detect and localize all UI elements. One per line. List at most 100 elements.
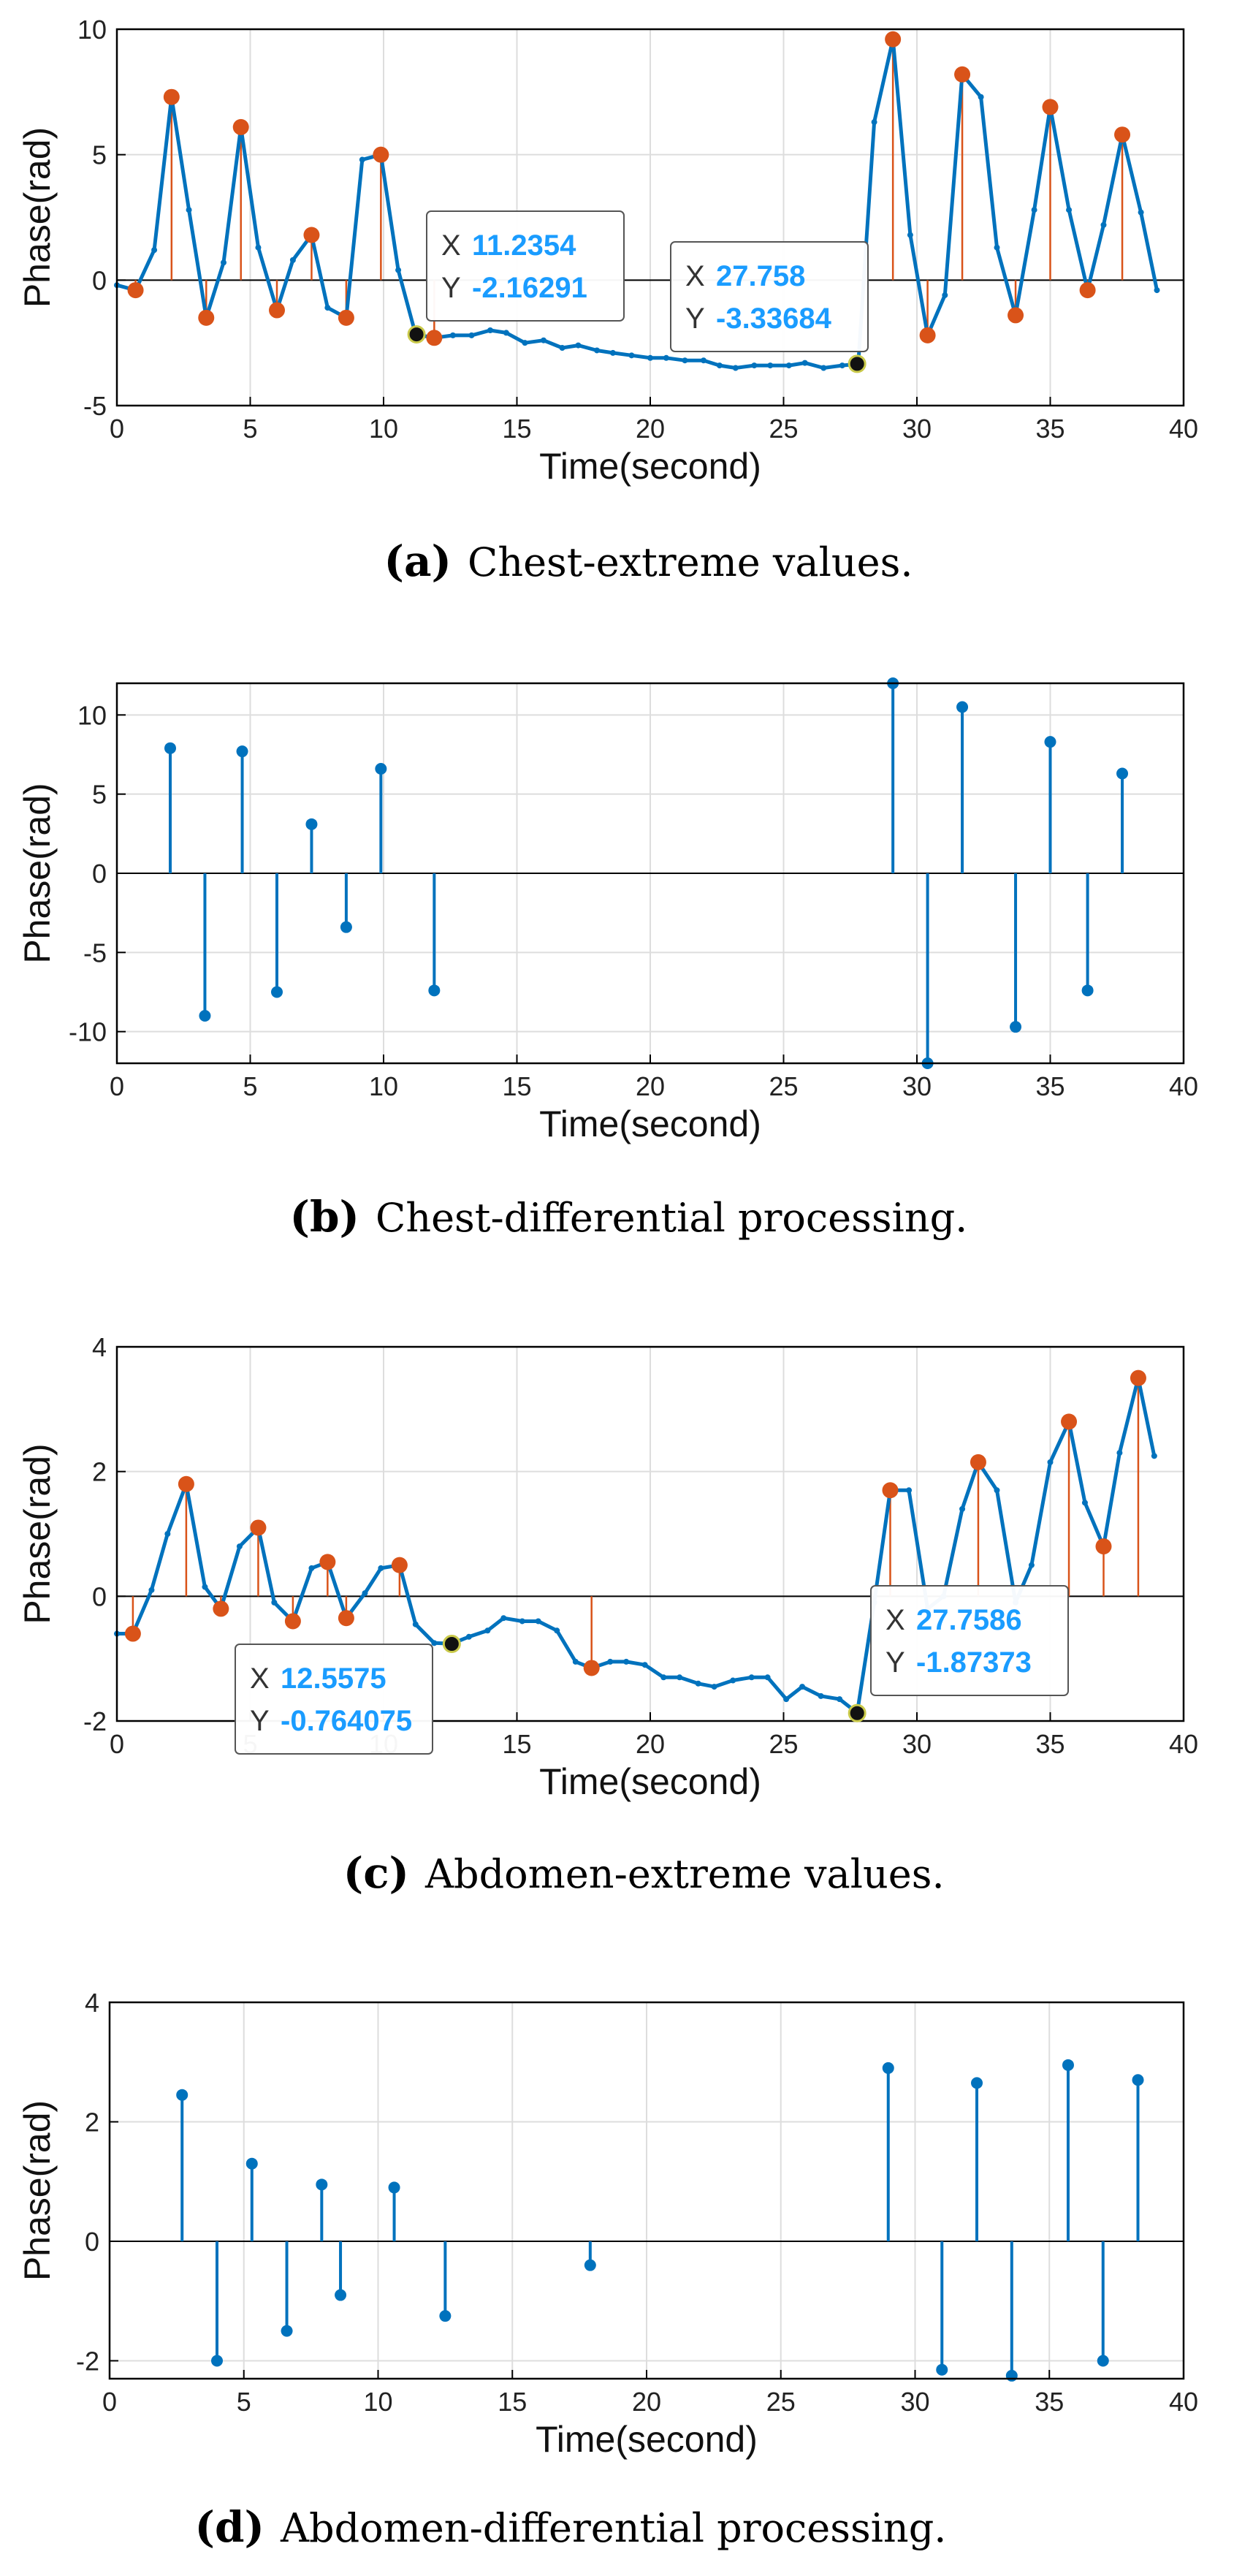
- extreme-marker: [954, 66, 971, 83]
- extreme-marker: [970, 1454, 986, 1470]
- phase-point: [164, 1531, 171, 1537]
- stem-marker: [340, 921, 352, 933]
- phase-point: [236, 1543, 243, 1550]
- stem-marker: [936, 2363, 948, 2376]
- extreme-marker: [919, 327, 936, 343]
- x-tick-label: 30: [900, 2387, 929, 2417]
- phase-point: [837, 1696, 843, 1703]
- extreme-marker: [1114, 126, 1131, 143]
- extreme-marker: [1042, 99, 1059, 115]
- x-axis-label: Time(second): [539, 1761, 761, 1802]
- stem-marker: [1081, 984, 1094, 997]
- phase-point: [839, 362, 845, 369]
- phase-point: [431, 1640, 438, 1646]
- y-tick-label: 10: [77, 700, 107, 730]
- stem-marker: [281, 2325, 293, 2337]
- stem-marker: [316, 2178, 328, 2191]
- stem-marker: [236, 745, 248, 758]
- axes-b: 0 5 10 15 20 25 30 35 40 -10 -5 0 5 10 Time(second) Pha…: [17, 700, 1198, 1144]
- phase-point: [484, 1627, 491, 1634]
- panel-a-caption: Chest-extreme values.: [468, 539, 913, 585]
- stem-marker: [1132, 2074, 1144, 2086]
- phase-point: [412, 1621, 419, 1627]
- panel-a-label: (a): [384, 536, 452, 586]
- datatip-x-value: 11.2354: [472, 229, 576, 262]
- panel-b-caption: Chest-differential processing.: [376, 1195, 967, 1241]
- x-axis-label: Time(second): [539, 446, 761, 487]
- phase-point: [801, 360, 808, 366]
- panel-chest-differential-processing: (b) Chest-differential processing. 0 5 10 1…: [17, 677, 1198, 1242]
- phase-point: [535, 1618, 541, 1625]
- phase-point: [594, 347, 600, 354]
- phase-point: [783, 1696, 790, 1703]
- stem-marker: [199, 1010, 211, 1022]
- extreme-marker: [269, 302, 285, 319]
- x-tick-label: 40: [1169, 1071, 1198, 1101]
- datatip-y-value: -2.16291: [472, 272, 587, 304]
- phase-point: [362, 1590, 368, 1597]
- phase-point: [799, 1684, 806, 1690]
- datatip-marker: [442, 1635, 461, 1654]
- datatip-x-label: X: [250, 1663, 270, 1695]
- phase-point: [1028, 1562, 1035, 1568]
- x-axis-label: Time(second): [539, 1103, 761, 1144]
- phase-point: [465, 1633, 472, 1640]
- x-tick-label: 20: [636, 414, 665, 444]
- datatip-y-value: -0.764075: [281, 1705, 412, 1737]
- y-axis-label: Phase(rad): [17, 2100, 58, 2281]
- phase-point: [711, 1684, 717, 1690]
- phase-point: [1100, 221, 1107, 228]
- x-tick-label: 30: [902, 414, 932, 444]
- phase-point: [378, 1565, 384, 1571]
- x-tick-label: 10: [363, 2387, 392, 2417]
- y-tick-label: -5: [83, 938, 107, 968]
- x-tick-label: 25: [766, 2387, 796, 2417]
- stem-marker: [971, 2077, 983, 2089]
- datatip-y-label: Y: [685, 303, 705, 335]
- phase-point: [871, 119, 877, 126]
- x-tick-label: 25: [769, 414, 798, 444]
- x-tick-label: 30: [902, 1729, 932, 1759]
- phase-point: [271, 1599, 278, 1606]
- x-tick-label: 0: [110, 1729, 124, 1759]
- y-tick-label: 2: [92, 1457, 107, 1487]
- datatip-box: [870, 1585, 1069, 1696]
- stem-marker: [584, 2259, 596, 2271]
- datatip: X 27.758 Y -3.33684: [670, 241, 869, 373]
- datatip-y-label: Y: [441, 272, 461, 304]
- phase-point: [1138, 209, 1144, 216]
- datatip-box: [670, 241, 869, 352]
- stem-marker: [1005, 2369, 1018, 2382]
- extreme-marker: [1095, 1538, 1112, 1555]
- y-tick-label: 0: [92, 1581, 107, 1611]
- phase-point: [289, 257, 296, 263]
- phase-point: [785, 362, 792, 369]
- datatip-x-label: X: [885, 1604, 905, 1636]
- phase-point: [732, 365, 739, 371]
- phase-point: [255, 244, 262, 251]
- stem-marker: [176, 2089, 188, 2101]
- y-tick-label: 10: [77, 15, 107, 45]
- extreme-marker: [163, 88, 180, 105]
- phase-point: [541, 337, 546, 343]
- phase-point: [1047, 1459, 1054, 1465]
- phase-point: [994, 244, 1000, 251]
- extreme-marker: [319, 1554, 336, 1570]
- extreme-marker: [198, 309, 215, 326]
- datatip-x-value: 12.5575: [281, 1663, 386, 1695]
- y-axis-label: Phase(rad): [17, 127, 58, 308]
- panel-c-label: (c): [343, 1848, 409, 1898]
- phase-point: [487, 327, 493, 333]
- datatip-y-value: -3.33684: [716, 303, 832, 335]
- phase-point: [647, 354, 653, 361]
- panel-d-caption: Abdomen-differential processing.: [280, 2505, 946, 2551]
- phase-point: [468, 332, 475, 338]
- datatip-x-label: X: [441, 229, 461, 262]
- phase-point: [906, 1487, 913, 1494]
- phase-point: [221, 259, 226, 266]
- phase-point: [359, 156, 365, 163]
- extreme-marker: [1079, 282, 1096, 299]
- datatip-y-label: Y: [885, 1646, 905, 1679]
- phase-point: [449, 332, 456, 338]
- phase-point: [1031, 207, 1037, 213]
